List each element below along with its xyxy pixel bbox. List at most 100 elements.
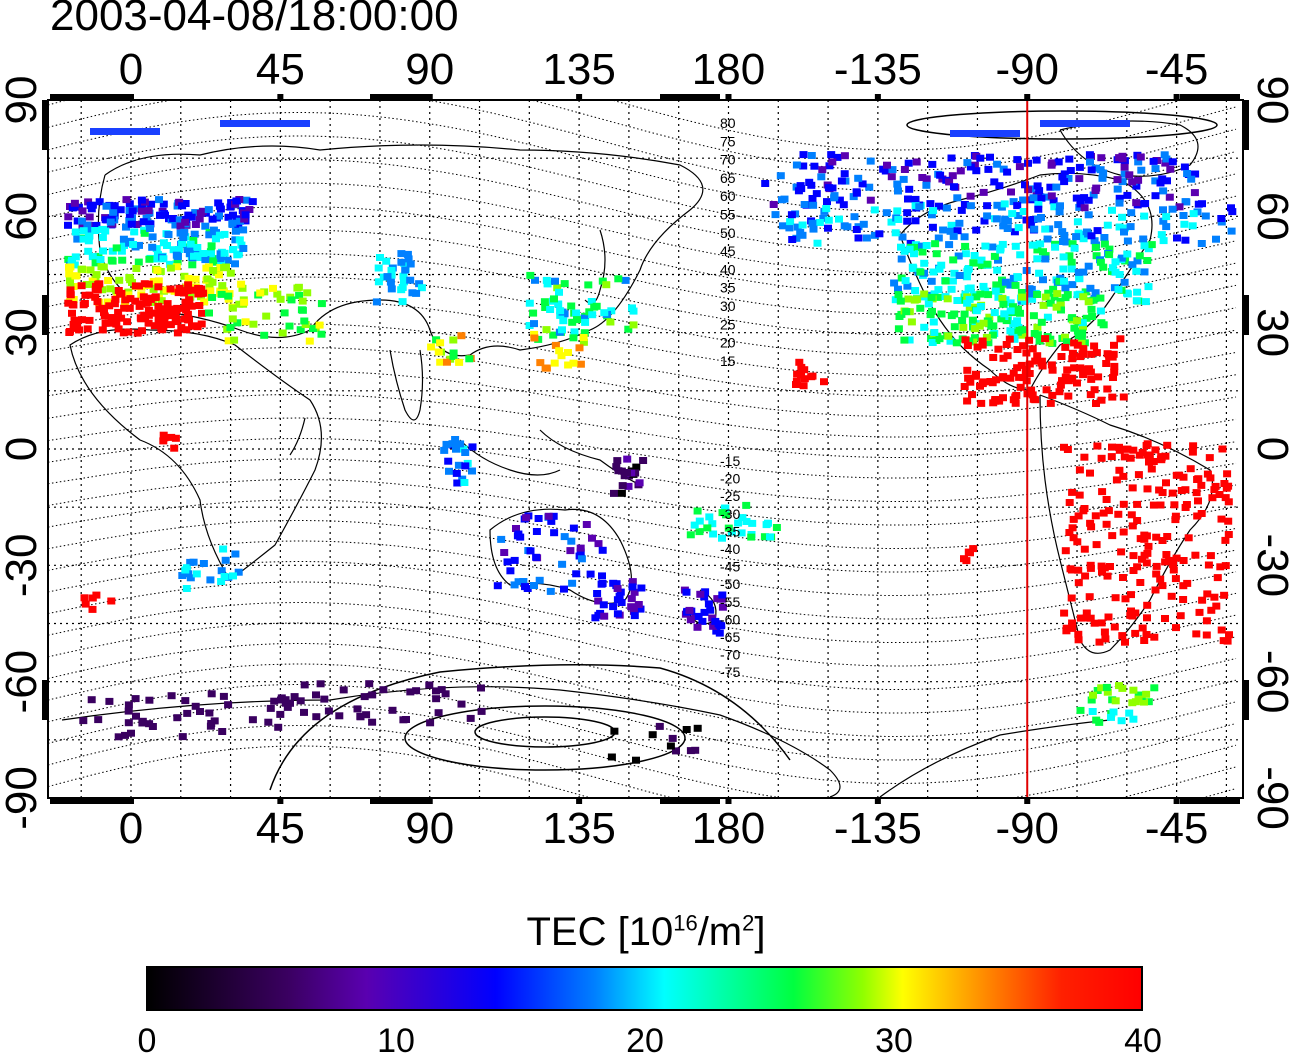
tec-pixel	[1176, 612, 1185, 620]
tec-pixel	[1158, 582, 1167, 590]
tec-pixel	[1169, 561, 1178, 568]
tec-pixel	[1081, 288, 1090, 296]
tec-pixel	[1090, 342, 1099, 350]
tec-pixel	[234, 221, 243, 229]
tec-pixel	[233, 319, 242, 327]
tec-pixel	[825, 162, 834, 170]
tec-pixel	[1037, 357, 1046, 365]
tec-pixel	[1029, 194, 1038, 202]
tec-pixel	[932, 250, 941, 258]
coastline	[69, 328, 323, 581]
tec-pixel	[166, 321, 175, 329]
tec-pixel	[1026, 221, 1035, 229]
mlat-contour	[48, 417, 1237, 479]
tec-pixel	[64, 221, 72, 229]
tec-pixel	[1029, 216, 1038, 223]
tec-pixel	[220, 249, 229, 257]
tec-pixel	[126, 276, 135, 284]
tec-pixel	[1097, 154, 1106, 162]
tec-pixel	[1029, 312, 1038, 320]
tec-pixel	[101, 216, 110, 224]
tec-pixel	[1144, 542, 1153, 550]
tec-pixel	[813, 239, 822, 247]
tec-pixel	[564, 349, 572, 356]
tec-pixel	[1120, 170, 1129, 178]
tec-pixel	[988, 243, 997, 251]
tec-pixel	[1009, 396, 1018, 404]
tec-pixel	[576, 548, 585, 556]
tec-pixel	[772, 524, 781, 531]
tec-pixel	[1041, 335, 1050, 343]
tec-pixel	[976, 154, 985, 162]
tec-pixel	[630, 612, 639, 620]
tec-pixel	[1006, 307, 1015, 315]
tec-pixel	[1027, 386, 1036, 394]
tec-pixel	[1064, 174, 1073, 182]
tec-pixel	[1086, 614, 1095, 622]
tec-pixel	[995, 182, 1004, 190]
tec-pixel	[709, 530, 718, 538]
bottom-tick	[127, 798, 134, 804]
tec-pixel	[1151, 446, 1160, 454]
tec-pixel	[198, 309, 206, 317]
tec-pixel	[807, 152, 816, 159]
tec-pixel	[532, 553, 541, 561]
tec-pixel	[188, 322, 196, 330]
tec-pixel	[425, 681, 434, 689]
tec-pixel	[1092, 541, 1101, 549]
tec-pixel	[887, 218, 896, 226]
tec-pixel	[200, 298, 209, 306]
tec-pixel	[217, 290, 226, 298]
tec-pixel	[300, 317, 309, 325]
tec-pixel	[300, 681, 309, 689]
tec-pixel	[453, 479, 462, 487]
tec-pixel	[119, 329, 128, 337]
tec-pixel	[946, 337, 955, 345]
tec-pixel	[906, 239, 915, 247]
tec-pixel	[1142, 442, 1151, 449]
tec-pixel	[191, 248, 200, 256]
mlat-contour	[48, 478, 1237, 549]
tec-pixel	[1190, 189, 1199, 197]
tec-pixel	[170, 444, 179, 452]
tec-pixel	[1080, 194, 1089, 202]
tec-pixel	[1064, 392, 1073, 400]
mlat-contour	[48, 581, 1237, 667]
tec-pixel	[1008, 210, 1017, 218]
tec-pixel	[79, 235, 88, 243]
tec-pixel	[1073, 317, 1081, 325]
map-frame	[47, 99, 1244, 799]
tec-pixel	[1181, 236, 1190, 244]
tec-pixel	[1096, 258, 1105, 266]
tec-pixel	[1086, 469, 1094, 477]
tec-pixel	[1168, 205, 1177, 213]
tec-pixel	[153, 266, 162, 274]
tec-pixel	[159, 309, 168, 317]
bottom-lon-label: -45	[1145, 804, 1209, 853]
tec-pixel	[542, 326, 551, 334]
tec-pixel	[776, 172, 785, 180]
tec-pixel	[704, 600, 713, 608]
tec-pixel	[929, 268, 938, 276]
tec-pixel	[1125, 709, 1134, 717]
tec-pixel	[1193, 512, 1202, 520]
tec-pixel	[1180, 163, 1189, 171]
tec-pixel	[1065, 155, 1074, 163]
right-band	[1244, 100, 1249, 150]
tec-pixel	[916, 268, 925, 276]
tec-pixel	[1052, 303, 1061, 311]
tec-pixel	[1217, 626, 1226, 634]
tec-pixel	[1028, 290, 1036, 298]
tec-pixel	[1132, 297, 1141, 305]
tec-pixel	[1102, 360, 1111, 367]
bottom-lon-label: 0	[119, 804, 143, 853]
tec-pixel	[952, 339, 961, 347]
tec-pixel	[808, 195, 817, 202]
tec-pixel	[1147, 465, 1156, 473]
tec-pixel	[568, 318, 577, 326]
tec-pixel	[454, 461, 463, 469]
tec-pixel	[833, 153, 842, 161]
tec-pixel	[1113, 185, 1122, 193]
contour-label: -55	[720, 594, 740, 610]
tec-pixel	[203, 275, 212, 283]
